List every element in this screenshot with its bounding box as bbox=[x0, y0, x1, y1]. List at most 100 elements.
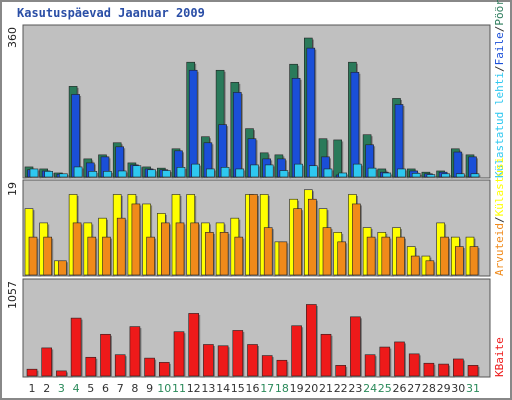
legend-item: Arvuteid bbox=[493, 223, 506, 276]
bar-group bbox=[24, 37, 481, 378]
kbytes-bar bbox=[144, 357, 155, 377]
sites-bar bbox=[87, 236, 97, 276]
x-tick-label: 4 bbox=[73, 382, 80, 395]
files-bar bbox=[233, 92, 242, 178]
scale-label-middle: 19 bbox=[6, 182, 19, 196]
hits-bar bbox=[397, 168, 406, 178]
sites-bar bbox=[72, 222, 82, 276]
kbytes-bar bbox=[85, 356, 97, 377]
files-bar bbox=[394, 104, 404, 178]
legend-item: KBaite bbox=[493, 337, 506, 377]
kbytes-bar bbox=[26, 368, 38, 377]
x-tick-label: 19 bbox=[290, 382, 304, 395]
hits-bar bbox=[264, 164, 274, 178]
files-bar bbox=[453, 151, 463, 178]
kbytes-bar bbox=[408, 353, 420, 377]
pages-bar bbox=[333, 139, 343, 178]
x-tick-label: 31 bbox=[466, 382, 480, 395]
files-bar bbox=[350, 71, 360, 178]
chart-title: Kasutuspäevad Jaanuar 2009 bbox=[17, 6, 205, 20]
legend-item: Külastusi bbox=[493, 157, 506, 217]
hits-bar bbox=[455, 173, 465, 178]
sites-bar bbox=[278, 241, 288, 276]
hits-bar bbox=[338, 172, 348, 178]
kbytes-bar bbox=[41, 347, 53, 377]
scale-label-bottom: 1057 bbox=[6, 281, 19, 309]
x-tick-label: 3 bbox=[58, 382, 65, 395]
legend-top: Külastatud lehti/Faile/Pöördumisi bbox=[493, 0, 506, 178]
x-tick-label: 16 bbox=[246, 382, 260, 395]
sites-bar bbox=[161, 222, 170, 276]
x-tick-label: 27 bbox=[407, 382, 421, 395]
hits-bar bbox=[59, 173, 68, 178]
kbytes-bar bbox=[217, 345, 229, 377]
x-tick-label: 11 bbox=[172, 382, 186, 395]
sites-bar bbox=[205, 232, 214, 276]
kbytes-bar bbox=[247, 344, 258, 377]
kbytes-bar bbox=[114, 354, 126, 377]
sites-bar bbox=[440, 236, 449, 276]
hits-bar bbox=[220, 167, 230, 178]
legend-item: Faile bbox=[493, 32, 506, 65]
kbytes-bar bbox=[70, 317, 82, 377]
kbytes-bar bbox=[129, 326, 141, 377]
sites-bar bbox=[381, 236, 391, 276]
sites-bar bbox=[366, 236, 376, 276]
hits-bar bbox=[411, 173, 421, 178]
kbytes-bar bbox=[232, 330, 244, 377]
legend-middle: Arvuteid/Külastusi bbox=[493, 157, 506, 276]
kbytes-bar bbox=[159, 362, 170, 377]
sites-bar bbox=[28, 236, 38, 276]
kbytes-bar bbox=[350, 316, 361, 377]
hits-bar bbox=[162, 170, 171, 178]
x-tick-label: 12 bbox=[187, 382, 201, 395]
x-tick-label: 25 bbox=[378, 382, 392, 395]
hits-bar bbox=[250, 164, 259, 178]
sites-bar bbox=[58, 260, 67, 276]
sites-bar bbox=[146, 236, 155, 276]
kbytes-bar bbox=[364, 354, 376, 377]
x-tick-label: 24 bbox=[363, 382, 377, 395]
sites-bar bbox=[425, 260, 435, 276]
x-tick-label: 14 bbox=[216, 382, 230, 395]
sites-bar bbox=[219, 232, 229, 276]
x-tick-label: 1 bbox=[29, 382, 36, 395]
legend-separator: / bbox=[493, 216, 506, 223]
legend-separator: / bbox=[493, 26, 506, 33]
sites-bar bbox=[322, 227, 332, 276]
hits-bar bbox=[29, 168, 39, 178]
hits-bar bbox=[279, 170, 289, 178]
x-tick-label: 9 bbox=[146, 382, 153, 395]
scale-labels: 360 19 1057 bbox=[6, 27, 19, 309]
x-tick-label: 22 bbox=[334, 382, 348, 395]
kbytes-bar bbox=[423, 362, 435, 377]
files-bar bbox=[291, 78, 301, 178]
hits-bar bbox=[206, 168, 215, 178]
kbytes-bar bbox=[305, 304, 317, 377]
kbytes-bar bbox=[320, 333, 332, 377]
hits-bar bbox=[117, 170, 127, 178]
x-tick-label: 21 bbox=[319, 382, 333, 395]
hits-bar bbox=[367, 167, 377, 178]
sites-bar bbox=[469, 246, 479, 276]
kbytes-bar bbox=[394, 341, 405, 377]
x-tick-label: 5 bbox=[87, 382, 94, 395]
sites-bar bbox=[43, 236, 53, 276]
x-tick-label: 30 bbox=[451, 382, 465, 395]
kbytes-bar bbox=[276, 359, 288, 377]
sites-bar bbox=[352, 203, 361, 276]
kbytes-bar bbox=[452, 358, 464, 377]
x-tick-label: 7 bbox=[117, 382, 124, 395]
sites-bar bbox=[175, 222, 185, 276]
x-tick-label: 2 bbox=[43, 382, 50, 395]
kbytes-bar bbox=[291, 325, 302, 377]
sites-bar bbox=[410, 255, 420, 276]
kbytes-bar bbox=[203, 344, 214, 377]
hits-bar bbox=[88, 171, 98, 178]
hits-bar bbox=[323, 168, 333, 178]
hits-bar bbox=[382, 172, 392, 178]
sites-bar bbox=[102, 236, 111, 276]
kbytes-bar bbox=[438, 363, 449, 377]
kbytes-bar bbox=[467, 365, 479, 377]
